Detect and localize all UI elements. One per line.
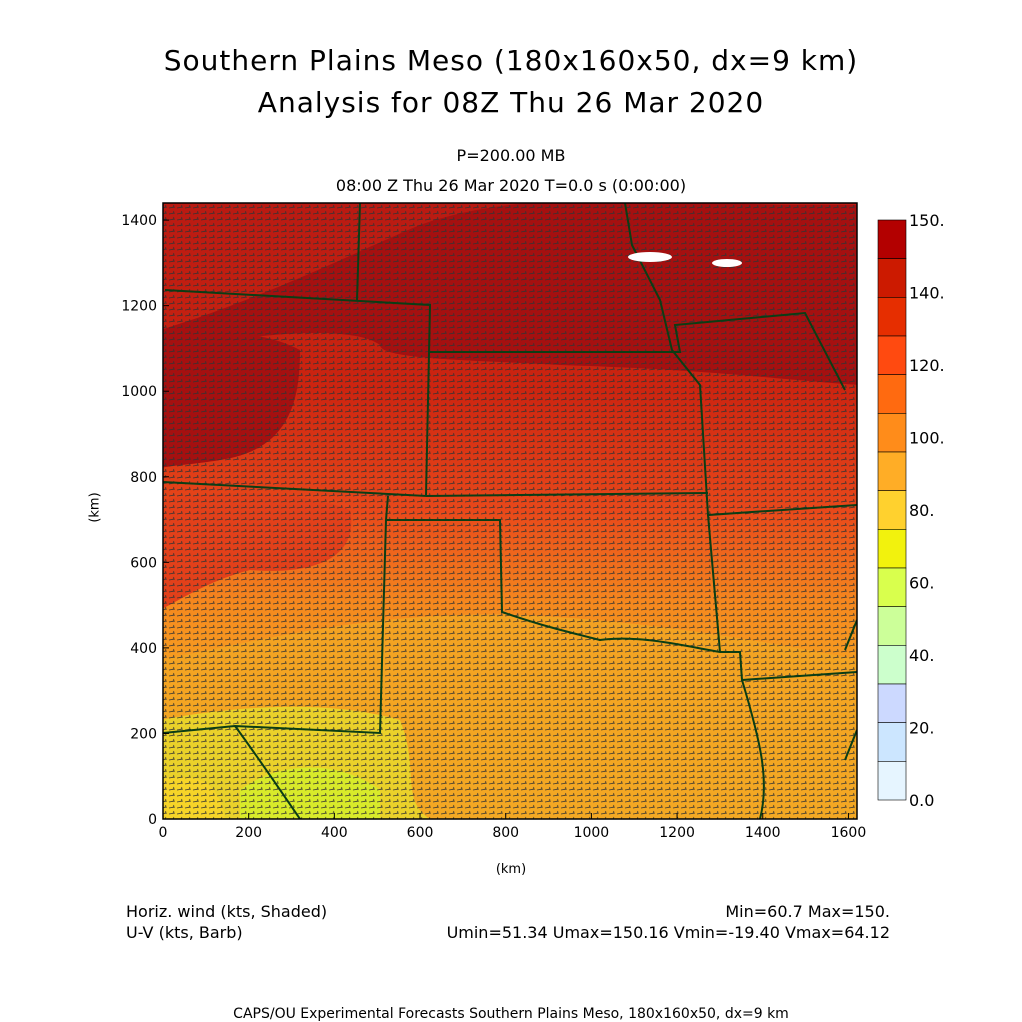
footer-credit: CAPS/OU Experimental Forecasts Southern …	[233, 1006, 789, 1022]
colorbar-swatch	[877, 374, 907, 414]
colorbar-swatch	[877, 490, 907, 530]
colorbar-swatch	[877, 297, 907, 337]
x-tick-label: 0	[159, 825, 168, 841]
colorbar-swatch	[877, 722, 907, 762]
x-tick-label: 1400	[745, 825, 781, 841]
y-tick-label: 800	[130, 470, 157, 486]
colorbar-label: 140.	[909, 284, 945, 303]
x-tick-label: 600	[407, 825, 434, 841]
colorbar-swatch	[877, 451, 907, 491]
colorbar-swatch	[877, 219, 907, 259]
y-tick-label: 400	[130, 641, 157, 657]
chart-title: Southern Plains Meso (180x160x50, dx=9 k…	[163, 44, 859, 77]
colorbar-swatch	[877, 645, 907, 685]
valid-time: 08:00 Z Thu 26 Mar 2020 T=0.0 s (0:00:00…	[335, 176, 687, 195]
y-tick-label: 0	[148, 812, 157, 828]
colorbar-swatch	[877, 258, 907, 298]
y-axis-label: (km)	[87, 492, 103, 523]
y-tick-label: 200	[130, 726, 157, 742]
colorbar-swatch	[877, 567, 907, 607]
y-tick-label: 600	[130, 555, 157, 571]
colorbar-label: 20.	[909, 719, 934, 738]
x-axis-label: (km)	[495, 862, 527, 877]
shaded-field-label: Horiz. wind (kts, Shaded)	[126, 902, 328, 921]
colorbar-label: 40.	[909, 646, 934, 665]
missing-data-marker	[628, 252, 672, 262]
colorbar-swatch	[877, 761, 907, 801]
colorbar-swatch	[877, 529, 907, 569]
colorbar-label: 100.	[909, 429, 945, 448]
x-axis: 0 200 400 600 800 1000 1200 1400 1600	[159, 813, 867, 841]
wind-speed-field	[163, 203, 857, 819]
x-tick-label: 1200	[659, 825, 695, 841]
x-tick-label: 800	[492, 825, 519, 841]
colorbar-label: 60.	[909, 574, 934, 593]
colorbar-swatch	[877, 335, 907, 375]
x-tick-label: 1000	[574, 825, 610, 841]
min-max-stats: Min=60.7 Max=150.	[725, 902, 890, 921]
plot-frame	[162, 202, 858, 820]
x-tick-label: 400	[321, 825, 348, 841]
barb-field-label: U-V (kts, Barb)	[126, 923, 243, 942]
colorbar-label: 0.0	[909, 791, 934, 810]
y-tick-label: 1400	[121, 213, 157, 229]
missing-data-marker	[712, 259, 742, 267]
colorbar: 150. 140. 120. 100. 80. 60. 40. 20. 0.0	[877, 211, 945, 810]
colorbar-swatch	[877, 606, 907, 646]
y-tick-label: 1200	[121, 299, 157, 315]
state-boundaries	[163, 203, 857, 819]
colorbar-label: 150.	[909, 211, 945, 230]
colorbar-label: 120.	[909, 356, 945, 375]
x-tick-label: 1600	[831, 825, 867, 841]
colorbar-swatch	[877, 683, 907, 723]
y-tick-label: 1000	[121, 384, 157, 400]
pressure-level: P=200.00 MB	[456, 146, 566, 165]
colorbar-label: 80.	[909, 501, 934, 520]
colorbar-swatch	[877, 413, 907, 453]
x-tick-label: 200	[235, 825, 262, 841]
uv-stats: Umin=51.34 Umax=150.16 Vmin=-19.40 Vmax=…	[446, 923, 890, 942]
chart-subtitle: Analysis for 08Z Thu 26 Mar 2020	[257, 86, 765, 119]
y-axis: 0 200 400 600 800 1000 1200 1400	[121, 213, 169, 828]
